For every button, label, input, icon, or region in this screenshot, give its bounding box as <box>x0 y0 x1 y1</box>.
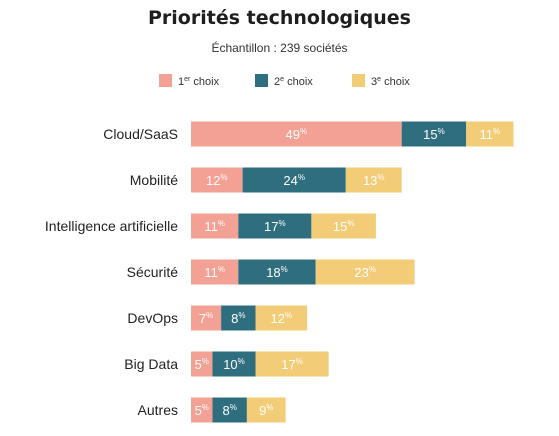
category-label-2: Mobilité <box>130 172 178 188</box>
category-label-5: DevOps <box>127 310 178 326</box>
bar-4-1 <box>191 259 239 285</box>
bar-4-2 <box>238 259 316 285</box>
bar-7-3 <box>246 397 286 423</box>
value-label-3-1: 11% <box>204 219 225 234</box>
value-label-3-2: 17% <box>264 219 286 234</box>
value-label-5-2: 8% <box>231 311 245 326</box>
legend-item-3: 3e choix <box>352 74 410 88</box>
legend-item-2: 2e choix <box>255 74 313 88</box>
legend-label-2: 2e choix <box>274 76 313 88</box>
bar-2-1 <box>191 167 243 193</box>
legend-item-1: 1er choix <box>159 74 220 88</box>
bar-7-2 <box>212 397 247 423</box>
value-label-1-1: 49% <box>286 127 308 142</box>
legend-swatch-2 <box>255 74 268 87</box>
bar-4-3 <box>315 259 415 285</box>
value-label-4-2: 18% <box>266 265 288 280</box>
value-label-6-2: 10% <box>223 357 245 372</box>
value-label-2-2: 24% <box>283 173 305 188</box>
value-label-3-3: 15% <box>333 219 355 234</box>
value-label-2-1: 12% <box>206 173 228 188</box>
legend-swatch-3 <box>352 74 365 87</box>
bar-1-2 <box>401 121 467 147</box>
category-label-7: Autres <box>138 402 178 418</box>
value-label-7-1: 5% <box>195 403 209 418</box>
value-label-7-2: 8% <box>223 403 237 418</box>
category-label-4: Sécurité <box>127 264 179 280</box>
bar-5-2 <box>221 305 256 331</box>
value-label-7-3: 9% <box>259 403 273 418</box>
bar-2-2 <box>242 167 346 193</box>
category-label-3: Intelligence artificielle <box>45 218 178 234</box>
value-label-5-3: 12% <box>271 311 293 326</box>
bar-1-3 <box>466 121 514 147</box>
value-label-4-3: 23% <box>354 265 376 280</box>
bar-3-2 <box>238 213 312 239</box>
bars: 49% 15% 11% 12% 24% 13% 11% 17% 15% 11% 18% 23% 7% 8%… <box>191 121 514 423</box>
bar-6-2 <box>212 351 256 377</box>
chart-subtitle: Échantillon : 239 sociétés <box>211 40 347 55</box>
bar-1-1 <box>191 121 402 147</box>
value-label-5-1: 7% <box>199 311 213 326</box>
bar-5-3 <box>255 305 308 331</box>
legend-label-3: 3e choix <box>371 76 410 88</box>
bar-5-1 <box>191 305 222 331</box>
bar-3-1 <box>191 213 239 239</box>
legend-label-1: 1er choix <box>178 76 220 88</box>
bar-7-1 <box>191 397 213 423</box>
category-label-6: Big Data <box>124 356 178 372</box>
value-label-6-1: 5% <box>195 357 209 372</box>
legend-swatch-1 <box>159 74 172 87</box>
legend: 1er choix 2e choix 3e choix <box>159 74 410 88</box>
category-label-1: Cloud/SaaS <box>103 126 178 142</box>
value-label-2-3: 13% <box>363 173 385 188</box>
value-label-4-1: 11% <box>204 265 225 280</box>
category-labels: Cloud/SaaS Mobilité Intelligence artificie… <box>45 126 178 418</box>
bar-3-3 <box>311 213 376 239</box>
chart-title: Priorités technologiques <box>148 7 411 29</box>
bar-2-3 <box>345 167 402 193</box>
value-label-1-3: 11% <box>480 127 501 142</box>
value-label-1-2: 15% <box>423 127 445 142</box>
bar-6-1 <box>191 351 213 377</box>
value-label-6-3: 17% <box>281 357 303 372</box>
bar-6-3 <box>255 351 329 377</box>
